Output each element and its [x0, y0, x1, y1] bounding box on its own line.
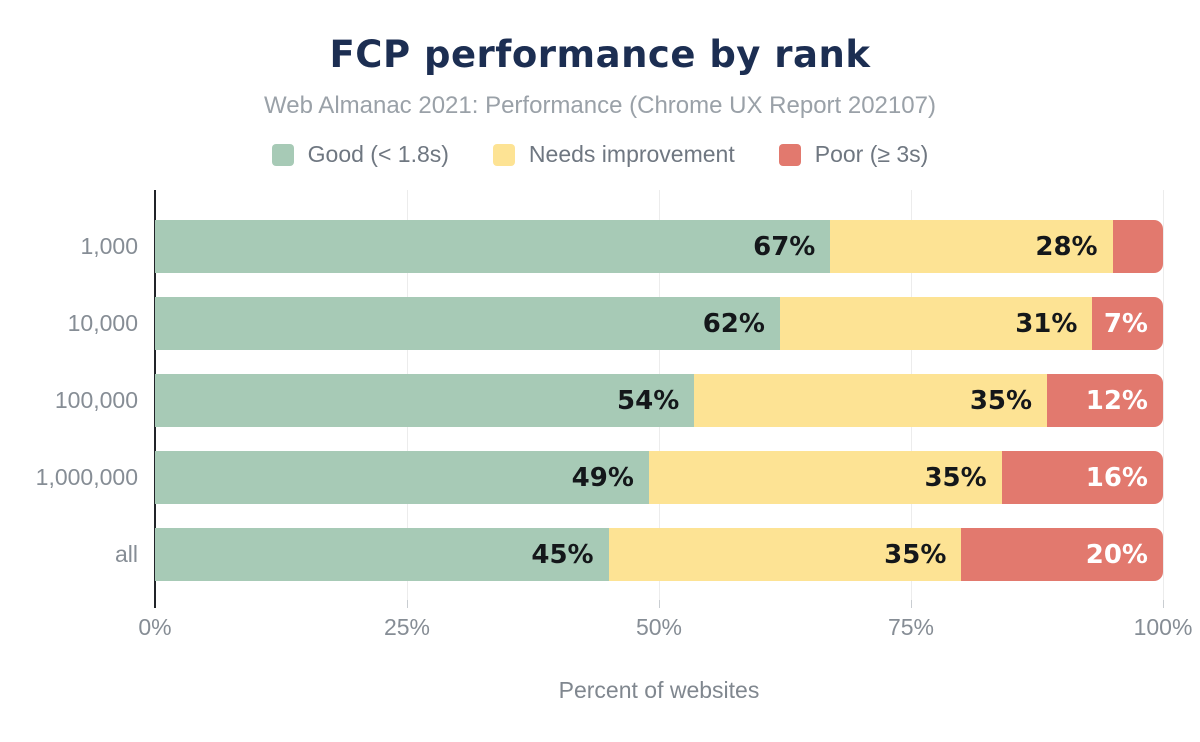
y-axis-label: 10,000 — [67, 310, 138, 336]
bar-row: 49% 35% 16% — [155, 451, 1163, 504]
bar-row: 62% 31% 7% — [155, 297, 1163, 350]
bar-segment-poor[interactable]: 12% — [1047, 374, 1163, 427]
y-axis-label: 1,000 — [80, 233, 138, 259]
bar-value-label: 28% — [1035, 231, 1098, 262]
bar-value-label: 20% — [1085, 539, 1148, 570]
bar-value-label: 54% — [617, 385, 680, 416]
bar-segment-needs-improvement[interactable]: 31% — [779, 297, 1093, 350]
x-tick-label: 100% — [1133, 614, 1193, 640]
bar-value-label: 12% — [1085, 385, 1148, 416]
bar-segment-needs-improvement[interactable]: 35% — [648, 451, 1002, 504]
bar-segment-good[interactable]: 45% — [155, 528, 609, 581]
bar-value-label: 35% — [884, 539, 947, 570]
chart-subtitle: Web Almanac 2021: Performance (Chrome UX… — [264, 92, 936, 119]
grid-line — [1163, 190, 1164, 602]
needs-improvement-swatch-icon — [492, 143, 515, 166]
bar-value-label: 49% — [571, 462, 634, 493]
bar-segment-needs-improvement[interactable]: 35% — [694, 374, 1048, 427]
x-tick-label: 50% — [635, 614, 683, 640]
legend-item-needs-improvement[interactable]: Needs improvement — [492, 141, 735, 168]
y-axis-label: all — [114, 541, 138, 567]
axis-tick — [911, 600, 912, 608]
bar-value-label: 62% — [702, 308, 765, 339]
legend-item-good[interactable]: Good (< 1.8s) — [271, 141, 449, 168]
bar-segment-poor[interactable]: 16% — [1001, 451, 1163, 504]
bar-segment-needs-improvement[interactable]: 35% — [608, 528, 962, 581]
y-axis-label: 100,000 — [54, 387, 138, 413]
axis-tick — [659, 600, 660, 608]
x-tick-label: 75% — [887, 614, 935, 640]
bar-segment-good[interactable]: 54% — [155, 374, 695, 427]
bar-segment-good[interactable]: 62% — [155, 297, 780, 350]
x-tick-label: 0% — [138, 614, 172, 640]
chart-title: FCP performance by rank — [329, 33, 871, 76]
bar-value-label: 31% — [1015, 308, 1078, 339]
legend: Good (< 1.8s) Needs improvement Poor (≥ 3s… — [0, 141, 1200, 168]
bar-segment-poor[interactable]: 7% — [1092, 297, 1163, 350]
legend-label: Needs improvement — [528, 141, 735, 167]
legend-label: Poor (≥ 3s) — [814, 141, 929, 167]
axis-tick — [155, 600, 156, 608]
bar-segment-needs-improvement[interactable]: 28% — [830, 220, 1113, 273]
poor-swatch-icon — [778, 143, 801, 166]
bar-segment-good[interactable]: 49% — [155, 451, 649, 504]
bar-row: 54% 35% 12% — [155, 374, 1163, 427]
bar-value-label: 7% — [1103, 308, 1148, 339]
bar-value-label: 35% — [924, 462, 987, 493]
bar-segment-poor[interactable] — [1112, 220, 1163, 273]
bar-row: 45% 35% 20% — [155, 528, 1163, 581]
bar-value-label: 67% — [753, 231, 816, 262]
axis-tick — [1163, 600, 1164, 608]
bar-value-label: 35% — [969, 385, 1033, 416]
bar-segment-poor[interactable]: 20% — [961, 528, 1163, 581]
good-swatch-icon — [271, 143, 294, 166]
bar-row: 67% 28% — [155, 220, 1163, 273]
y-axis-label: 1,000,000 — [35, 464, 138, 490]
bar-segment-good[interactable]: 67% — [155, 220, 831, 273]
bar-value-label: 45% — [531, 539, 594, 570]
bar-value-label: 16% — [1085, 462, 1148, 493]
axis-tick — [407, 600, 408, 608]
x-tick-label: 25% — [383, 614, 431, 640]
legend-item-poor[interactable]: Poor (≥ 3s) — [778, 141, 929, 168]
legend-label: Good (< 1.8s) — [307, 141, 449, 167]
x-axis-title: Percent of websites — [558, 677, 760, 703]
